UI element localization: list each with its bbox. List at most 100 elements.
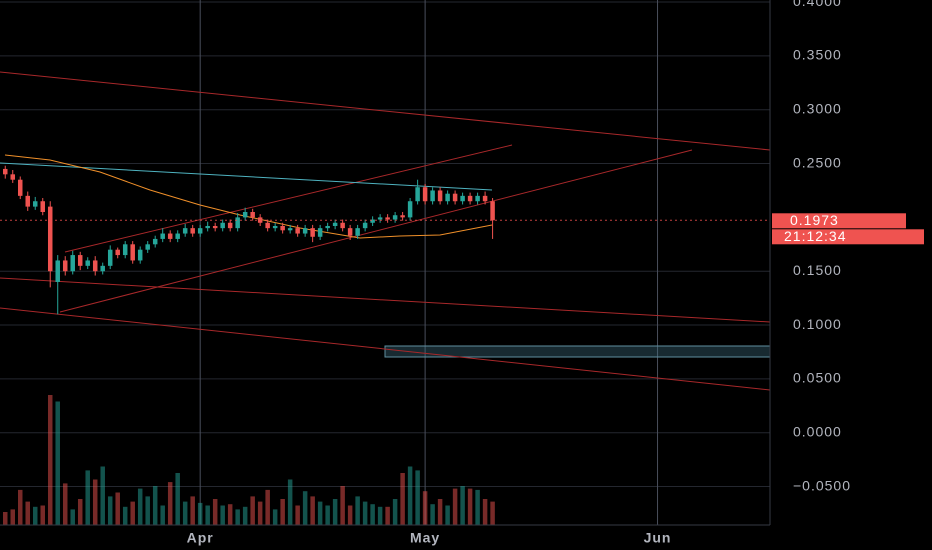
candle-body [437,190,443,202]
candle-body [167,233,173,239]
volume-bar [400,473,405,525]
volume-bar [32,506,38,525]
candle-body [400,215,405,218]
candle-body [115,249,120,256]
trend-line [0,277,771,323]
candle-body [130,244,135,261]
candle-body [137,249,143,261]
volume-bar [355,496,360,525]
candle-body [55,260,60,282]
volume-bar [40,505,45,525]
price-tag [772,213,906,229]
volume-bar [115,492,120,525]
y-tick-label: 0.3500 [793,47,842,63]
x-tick-label: Apr [187,530,214,546]
volume-bar [437,499,443,525]
y-tick-label: 0.1500 [793,262,842,278]
volume-bar [475,489,480,525]
candle-body [70,255,75,272]
candle-body [145,244,150,250]
volume-bar [280,499,285,525]
candle-body [160,233,165,239]
candle-body [47,206,53,272]
volume-bar [107,496,113,525]
volume-bar [460,486,465,525]
candle-body [490,201,495,221]
volume-bar [160,505,165,525]
candle-body [40,201,45,213]
candles [0,165,770,315]
y-tick-label: 0.1000 [793,316,842,332]
volume-bar [422,491,428,525]
volume-bar [385,506,390,525]
candle-body [475,195,480,202]
candle-body [482,195,488,202]
volume-bar [2,512,8,525]
moving-average [4,154,493,239]
candle-body [377,217,383,220]
volume-bar [137,488,143,525]
candle-body [295,228,300,234]
candle-body [25,195,30,207]
volume-bar [130,501,135,525]
candle-body [415,187,420,202]
candle-body [205,225,210,229]
volume-bar [145,496,150,525]
candle-body [362,222,368,229]
volume-bar [407,466,413,525]
candle-body [302,228,308,234]
volume-bar [227,504,233,525]
grid [0,0,770,525]
volume-bar [467,488,473,525]
volume-bar [85,470,90,525]
candle-body [265,222,270,229]
volume-bar [415,470,420,525]
candle-body [467,195,473,202]
candle-body [392,215,398,220]
candle-body [107,249,113,266]
volume-bar [70,509,75,525]
candle-body [10,174,15,180]
volume-bar [55,401,60,525]
candle-body [100,265,105,272]
volume-bar [445,505,450,525]
volume-bar [452,488,458,525]
candle-body [77,255,83,266]
candle-body [182,228,188,234]
candle-body [407,201,413,218]
volume-bar [362,501,368,525]
volume-bar [10,509,15,525]
volume-bar [182,501,188,525]
candle-body [92,260,98,272]
candle-body [17,179,23,196]
candle-body [340,222,345,229]
volume-bar [250,496,255,525]
y-tick-label: −0.0500 [793,477,851,493]
candle-body [355,228,360,236]
volume-bar [295,505,300,525]
volume-bar [167,482,173,525]
volume-bar [25,501,30,525]
volume-bar [482,499,488,525]
candle-body [2,168,8,175]
volume-bar [347,505,353,525]
volume-bar [287,479,293,525]
trend-line [0,307,771,391]
volume-bar [325,505,330,525]
candle-body [122,244,128,256]
y-tick-label: 0.0500 [793,370,842,386]
candle-body [332,222,338,226]
candle-body [430,190,435,202]
y-tick-label: 0.4000 [793,0,842,9]
candle-body [325,225,330,229]
volume-bar [332,499,338,525]
candle-body [32,201,38,207]
volume-bar [205,505,210,525]
y-tick-label: 0.2500 [793,154,842,170]
volume-bar [257,501,263,525]
candle-body [385,217,390,220]
volume-bar [175,473,180,525]
volume-bar [310,496,315,525]
